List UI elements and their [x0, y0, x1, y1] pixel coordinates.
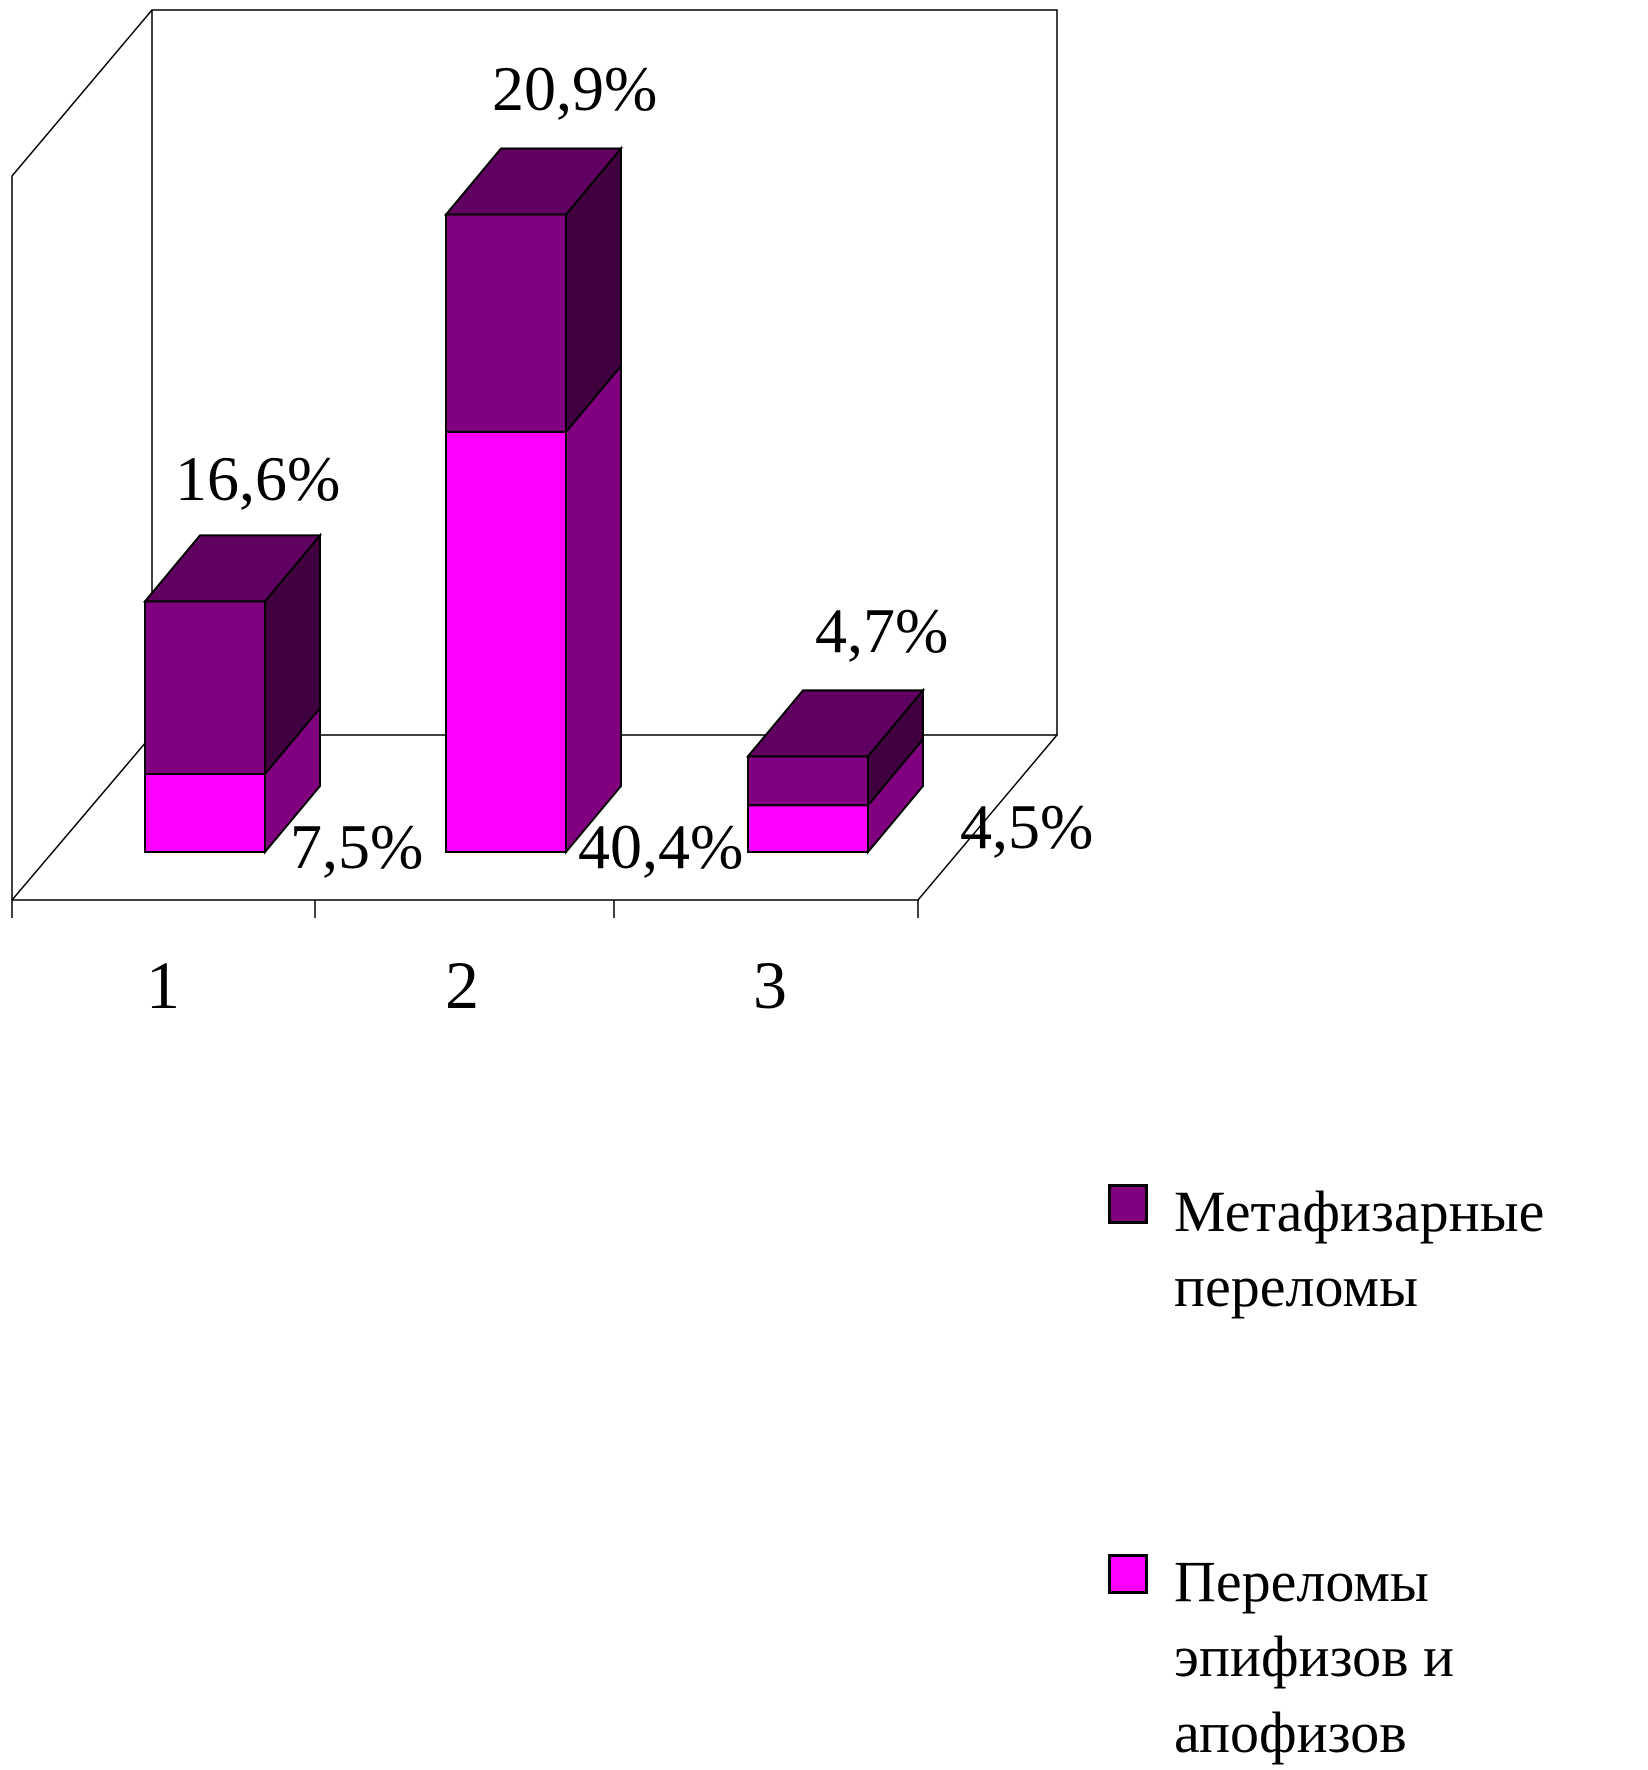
legend-label-metaphyseal: Метафизарные переломы: [1174, 1179, 1545, 1320]
data-label-1-metaphyseal: 16,6%: [175, 443, 340, 514]
legend-swatch-epiphyseal: [1108, 1554, 1148, 1594]
bar-3-metaphyseal: [745, 687, 926, 808]
bar-front-face: [747, 755, 869, 807]
x-tick-label-2: 2: [445, 947, 479, 1014]
data-label-1-epiphyseal: 7,5%: [290, 811, 423, 882]
legend-swatch-metaphyseal: [1108, 1184, 1148, 1224]
bar-front-face: [747, 804, 869, 854]
floor-right-edge: [917, 734, 1058, 901]
chart-bars: [142, 145, 926, 855]
data-label-3-epiphyseal: 4,5%: [960, 791, 1093, 862]
left-wall-top-edge: [11, 9, 153, 177]
bar-top-face: [443, 147, 624, 216]
bar-3-epiphyseal: [747, 736, 924, 855]
bar-top-face: [745, 689, 926, 758]
floor-left-edge: [11, 734, 153, 901]
chart-labels: 7,5% 16,6% 40,4% 20,9% 4,5% 4,7% 1 2 3: [146, 53, 1093, 1014]
chart: 7,5% 16,6% 40,4% 20,9% 4,5% 4,7% 1 2 3 Метафизар…: [11, 9, 1544, 1765]
bar-front-face: [144, 600, 266, 775]
x-tick-label-3: 3: [753, 947, 787, 1014]
bar-1-metaphyseal: [142, 532, 323, 777]
bar-side-face: [565, 363, 622, 855]
bar-front-face: [144, 773, 266, 853]
data-label-2-metaphyseal: 20,9%: [492, 53, 657, 124]
chart-frame: [11, 9, 1058, 918]
x-tick-label-1: 1: [146, 947, 180, 1014]
bar-2-epiphyseal: [445, 363, 622, 855]
bar-front-face: [445, 213, 567, 433]
bar-2-metaphyseal: [443, 145, 624, 435]
bar-front-face: [445, 430, 567, 853]
data-label-3-metaphyseal: 4,7%: [815, 595, 948, 666]
chart-plot: 7,5% 16,6% 40,4% 20,9% 4,5% 4,7% 1 2 3: [11, 9, 1093, 1014]
bar-top-face: [142, 534, 323, 603]
legend-label-epiphyseal: Переломы эпифизов и апофизов: [1174, 1549, 1455, 1765]
data-label-2-epiphyseal: 40,4%: [578, 811, 743, 882]
